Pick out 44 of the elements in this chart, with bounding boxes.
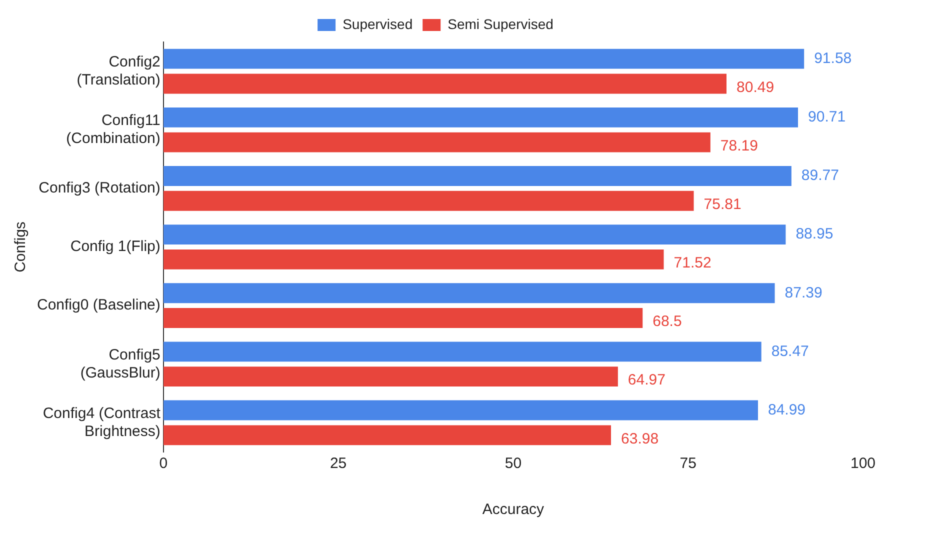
- y-tick-label: Config2 (Translation): [76, 53, 160, 88]
- y-axis-title: Configs: [12, 222, 30, 272]
- data-label: 78.19: [720, 137, 758, 154]
- y-tick-label: Config 1(Flip): [70, 238, 160, 256]
- data-label: 63.98: [621, 430, 659, 448]
- data-label: 68.5: [652, 313, 682, 330]
- x-tick-label: 75: [680, 455, 696, 472]
- data-label: 90.71: [808, 108, 846, 126]
- bar: [163, 400, 758, 420]
- bar: [163, 224, 786, 245]
- data-label: 85.47: [771, 342, 809, 360]
- y-tick-label: Config5 (GaussBlur): [80, 346, 160, 382]
- legend-label: Supervised: [342, 16, 413, 32]
- data-label: 91.58: [814, 50, 852, 67]
- data-label: 84.99: [768, 401, 806, 418]
- data-label: 64.97: [628, 372, 666, 389]
- data-label: 87.39: [784, 284, 822, 302]
- bar: [163, 48, 804, 69]
- data-label: 89.77: [801, 167, 839, 184]
- bar: [163, 342, 762, 362]
- y-tick-label: Config0 (Baseline): [36, 296, 160, 314]
- x-tick-label: 0: [159, 455, 168, 472]
- bar: [163, 132, 710, 152]
- x-tick-label: 50: [504, 455, 522, 472]
- x-axis-title: Accuracy: [482, 501, 545, 518]
- x-tick-label: 100: [850, 455, 876, 472]
- legend-label: Semi Supervised: [448, 16, 554, 32]
- data-label: 75.81: [704, 196, 742, 214]
- bar: [163, 425, 612, 446]
- x-tick-label: 25: [330, 455, 347, 472]
- bar: [163, 308, 643, 328]
- data-label: 88.95: [796, 226, 834, 243]
- y-tick-label: Config11 (Combination): [66, 112, 160, 147]
- bar: [163, 366, 618, 387]
- data-label: 71.52: [674, 254, 712, 272]
- bar: [163, 283, 775, 304]
- y-tick-label: Config3 (Rotation): [38, 180, 160, 197]
- bar: [163, 74, 727, 94]
- data-label: 80.49: [736, 78, 774, 96]
- bar: [163, 249, 664, 270]
- y-tick-label: Config4 (Contrast Brightness): [42, 404, 162, 440]
- bar: [163, 107, 798, 128]
- bar: [163, 166, 792, 186]
- bar: [163, 190, 694, 211]
